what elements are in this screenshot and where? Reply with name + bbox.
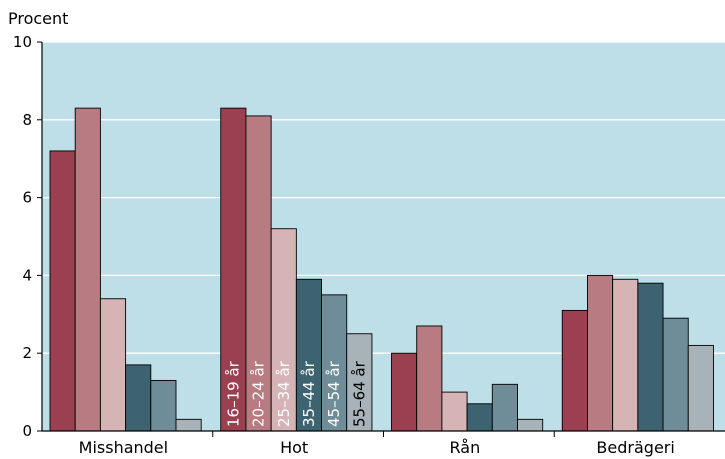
bar [99, 298, 127, 432]
series-label: 16–19 år [224, 360, 242, 427]
x-axis-ticks: Misshandel Hot Rån Bedrägeri [79, 431, 675, 457]
x-tick-label: Misshandel [79, 438, 168, 457]
bar [125, 364, 152, 432]
bar [270, 228, 297, 432]
series-labels: 16–19 år 20–24 år 25–34 år 35–44 år 45–54 år… [224, 360, 368, 427]
bar [662, 317, 689, 432]
y-tick-label: 6 [22, 189, 32, 207]
y-tick-label: 2 [22, 344, 32, 362]
bar [150, 379, 177, 432]
y-tick-label: 8 [22, 111, 32, 129]
y-tick-label: 4 [22, 266, 32, 284]
bar [49, 150, 76, 432]
series-label: 55–64 år [350, 360, 368, 427]
bar [637, 282, 664, 432]
bar [245, 115, 272, 432]
series-label: 20–24 år [250, 360, 268, 427]
bar [517, 418, 544, 432]
x-tick-label: Bedrägeri [596, 438, 674, 457]
bar [491, 383, 518, 432]
bar [346, 333, 373, 432]
bar [687, 344, 714, 432]
y-tick-label: 0 [22, 422, 32, 440]
bar [466, 403, 493, 432]
x-tick-label: Rån [450, 438, 481, 457]
bar [74, 107, 101, 432]
bar [391, 352, 418, 432]
bar [295, 278, 323, 432]
series-label: 35–44 år [300, 360, 318, 427]
x-tick-label: Hot [280, 438, 308, 457]
y-tick-label: 10 [13, 33, 32, 51]
bar [587, 274, 614, 432]
y-axis-ticks: 0 2 4 6 8 10 [13, 33, 42, 440]
y-axis-unit-label: Procent [8, 9, 68, 28]
bar [416, 325, 443, 432]
series-label: 25–34 år [275, 360, 293, 427]
bar [561, 309, 588, 432]
series-label: 45–54 år [325, 360, 343, 427]
bar [612, 278, 639, 432]
bar [175, 418, 202, 432]
bars [49, 107, 714, 432]
bar [441, 391, 468, 432]
